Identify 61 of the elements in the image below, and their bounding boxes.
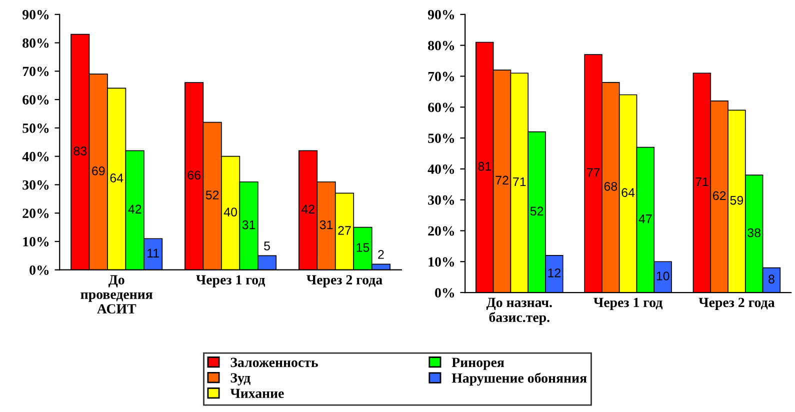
y-tick-label: 10%: [428, 257, 454, 267]
data-label: 31: [242, 220, 256, 230]
y-tick-label: 60%: [428, 102, 454, 112]
y-tick-label: 20%: [428, 226, 454, 236]
x-tick-label: Через 2 года: [698, 298, 775, 310]
y-tick-label: 40%: [22, 152, 49, 162]
y-tick-label: 70%: [428, 72, 454, 82]
legend-label: Зуд: [230, 373, 250, 386]
y-tick-label: 30%: [22, 180, 49, 190]
y-tick-label: 90%: [22, 10, 49, 20]
y-tick-label: 80%: [22, 38, 49, 48]
y-tick-label: 10%: [23, 237, 49, 246]
x-tick-label: Через 2 года: [306, 275, 382, 288]
data-label: 59: [730, 196, 744, 205]
data-label: 77: [586, 168, 600, 177]
y-tick-label: 60%: [22, 95, 49, 105]
x-tick-label: Через 1 год: [594, 298, 663, 310]
data-label: 12: [548, 268, 560, 278]
y-tick-label: 70%: [22, 66, 49, 76]
data-label: 64: [622, 188, 635, 197]
y-tick-label: 30%: [428, 195, 454, 205]
y-tick-label: 50%: [22, 124, 49, 133]
legend-label: Заложенность: [230, 358, 318, 368]
data-label: 71: [696, 177, 708, 186]
data-label: 72: [496, 176, 508, 185]
y-tick-label: 80%: [428, 40, 454, 50]
data-label: 40: [224, 208, 238, 216]
legend-label: Чихание: [230, 388, 284, 398]
y-tick-label: 50%: [428, 134, 454, 144]
y-tick-label: 90%: [428, 10, 454, 20]
legend-label: Ринорея: [452, 358, 504, 370]
data-label: 42: [128, 204, 142, 214]
x-tick-label: До проведения АСИТ: [80, 275, 152, 314]
data-label: 2: [378, 250, 384, 259]
y-tick-label: 0%: [435, 288, 454, 298]
data-label: 42: [301, 204, 314, 214]
y-tick-label: 40%: [428, 164, 454, 174]
data-label: 15: [356, 243, 370, 252]
data-label: 64: [110, 174, 124, 182]
data-label: 52: [206, 190, 219, 200]
data-label: 10: [656, 272, 670, 280]
data-label: 52: [530, 206, 544, 216]
data-label: 8: [768, 274, 774, 284]
y-tick-label: 0%: [30, 265, 49, 275]
data-label: 66: [188, 170, 200, 180]
x-tick-label: До назнач. базис.тер.: [486, 298, 552, 325]
data-label: 62: [713, 191, 726, 200]
data-label: 31: [320, 220, 333, 230]
x-tick-label: Через 1 год: [196, 275, 266, 288]
data-label: 83: [74, 146, 87, 156]
data-label: 11: [148, 248, 159, 258]
data-label: 38: [748, 228, 760, 238]
data-label: 47: [638, 214, 652, 224]
data-label: 81: [478, 162, 491, 171]
y-tick-label: 20%: [22, 208, 49, 218]
data-label: 68: [604, 182, 618, 191]
legend-label: Нарушение обоняния: [452, 372, 587, 386]
data-label: 69: [92, 166, 105, 176]
data-label: 27: [338, 226, 351, 235]
data-label: 5: [264, 242, 270, 250]
data-label: 71: [513, 177, 526, 186]
